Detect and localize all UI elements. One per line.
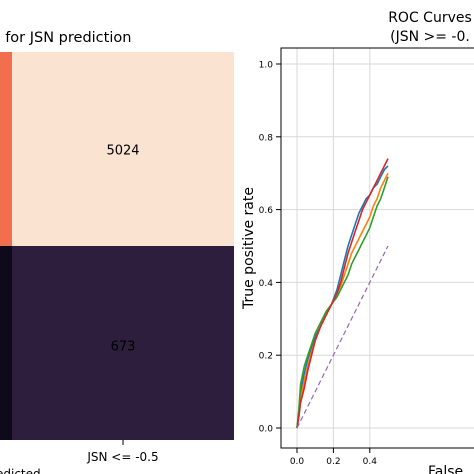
heatmap-cell-left-bottom — [0, 246, 12, 440]
heatmap-xlabel: edicted — [0, 467, 41, 474]
heatmap-cell-bottom-value: 673 — [111, 340, 136, 355]
heatmap-cell-top-value: 5024 — [106, 144, 139, 159]
heatmap-cell-top — [12, 52, 234, 246]
heatmap-title: x for JSN prediction — [0, 30, 131, 46]
roc-ytick-label: 0.6 — [259, 206, 274, 216]
roc-chance-line — [296, 245, 389, 429]
roc-xtick-label: 0.0 — [290, 457, 305, 467]
roc-grid — [281, 48, 474, 448]
roc-curve-4 — [296, 158, 389, 429]
heatmap-cell-left-top — [0, 52, 12, 246]
roc-title-line-2: (JSN >= -0. — [390, 29, 470, 45]
roc-ytick-label: 0.4 — [259, 279, 274, 289]
roc-panel: ROC Curves (JSN >= -0. 0.0 0.2 0.4 0.6 0.8 1.… — [241, 10, 474, 474]
roc-ticks: 0.0 0.2 0.4 0.6 0.8 1.0 0.0 0.2 0.4 — [259, 61, 378, 468]
roc-ytick-label: 0.8 — [259, 133, 274, 143]
roc-ytick-label: 0.0 — [259, 425, 274, 435]
roc-xtick-label: 0.2 — [326, 457, 340, 467]
roc-curves — [296, 158, 389, 429]
roc-xtick-label: 0.4 — [363, 457, 378, 467]
roc-axes-frame — [280, 47, 474, 449]
roc-curve-2 — [296, 172, 389, 429]
heatmap-xtick-label: JSN <= -0.5 — [86, 450, 158, 464]
heatmap-panel: x for JSN prediction 5024 673 JSN <= -0.… — [0, 30, 234, 474]
roc-title-line-1: ROC Curves — [388, 10, 472, 26]
roc-curve-3 — [296, 176, 389, 429]
heatmap-cell-bottom — [12, 246, 234, 440]
roc-ytick-label: 0.2 — [259, 352, 273, 362]
roc-xlabel: False — [428, 464, 463, 474]
roc-ytick-label: 1.0 — [259, 61, 274, 71]
roc-ylabel: True positive rate — [241, 187, 257, 310]
